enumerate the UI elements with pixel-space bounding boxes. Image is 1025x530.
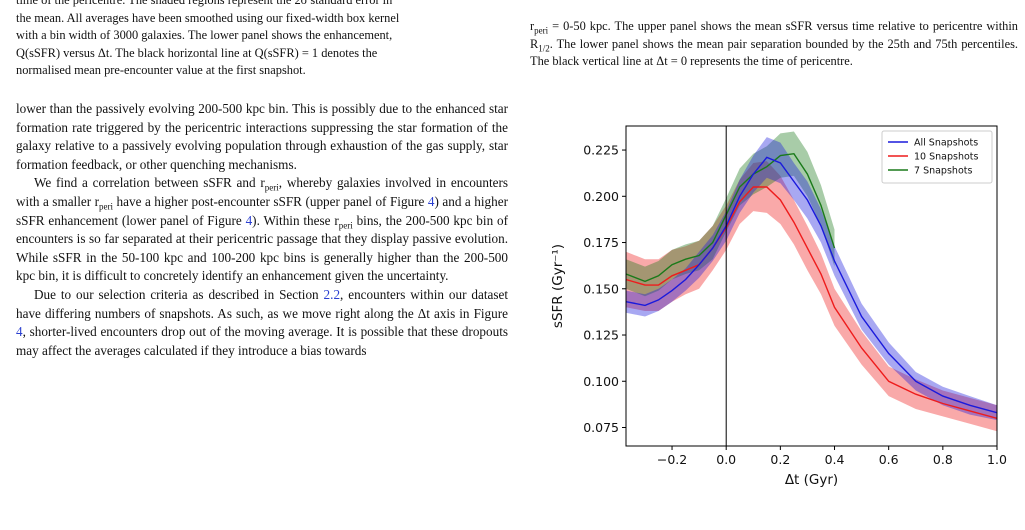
legend-label: All Snapshots xyxy=(914,138,978,149)
x-tick-label: 0.6 xyxy=(879,452,899,467)
series-line xyxy=(626,186,997,419)
caption-line: with a bin width of 3000 galaxies. The l… xyxy=(16,28,393,43)
x-tick-label: 0.2 xyxy=(770,452,790,467)
figure-link[interactable]: 4 xyxy=(245,212,253,228)
y-tick-label: 0.125 xyxy=(583,328,619,343)
left-column: time of the pericentre. The shaded regio… xyxy=(16,0,508,360)
y-tick-label: 0.150 xyxy=(583,281,619,296)
series-line xyxy=(626,156,997,414)
x-tick-label: −0.2 xyxy=(657,452,687,467)
legend-label: 10 Snapshots xyxy=(914,152,979,163)
caption-line: normalised mean pre-encounter value at t… xyxy=(16,63,306,78)
y-tick-label: 0.175 xyxy=(583,235,619,250)
y-axis-label: sSFR (Gyr⁻¹) xyxy=(550,244,566,328)
section-link[interactable]: 2.2 xyxy=(323,286,341,302)
x-tick-label: 0.0 xyxy=(716,452,736,467)
figure-caption-right: rperi = 0-50 kpc. The upper panel shows … xyxy=(530,19,1018,69)
x-tick-label: 0.4 xyxy=(825,452,845,467)
caption-line: time of the pericentre. The shaded regio… xyxy=(16,0,393,7)
paragraph-2: We find a correlation between sSFR and r… xyxy=(16,175,509,284)
legend-box xyxy=(881,130,993,184)
caption-line: the mean. All averages have been smoothe… xyxy=(16,10,400,25)
series-band xyxy=(626,131,835,297)
plot-frame xyxy=(625,125,998,447)
x-tick-label: 1.0 xyxy=(987,452,1007,467)
legend-label: 7 Snapshots xyxy=(914,166,972,177)
y-tick-label: 0.075 xyxy=(583,420,619,435)
figure-link[interactable]: 4 xyxy=(427,193,435,209)
figure-caption-left: time of the pericentre. The shaded regio… xyxy=(16,0,508,80)
y-tick-label: 0.100 xyxy=(583,374,619,389)
x-axis-label: Δt (Gyr) xyxy=(785,472,838,488)
paragraph-3: Due to our selection criteria as describ… xyxy=(16,286,508,358)
series-band xyxy=(626,137,997,421)
figure-link[interactable]: 4 xyxy=(16,324,23,340)
ssfr-line-chart: −0.2 0.0 0.2 0.4 0.6 0.8 1.0 0.075 0.100 0.125 0.1… xyxy=(550,125,1007,488)
series-line xyxy=(626,152,836,283)
y-tick-label: 0.200 xyxy=(583,189,619,204)
caption-line: Q(sSFR) versus Δt. The black horizontal … xyxy=(16,45,378,60)
x-tick-label: 0.8 xyxy=(933,452,953,467)
paragraph-1: lower than the passively evolving 200-50… xyxy=(16,100,508,172)
y-tick-label: 0.225 xyxy=(583,143,619,158)
